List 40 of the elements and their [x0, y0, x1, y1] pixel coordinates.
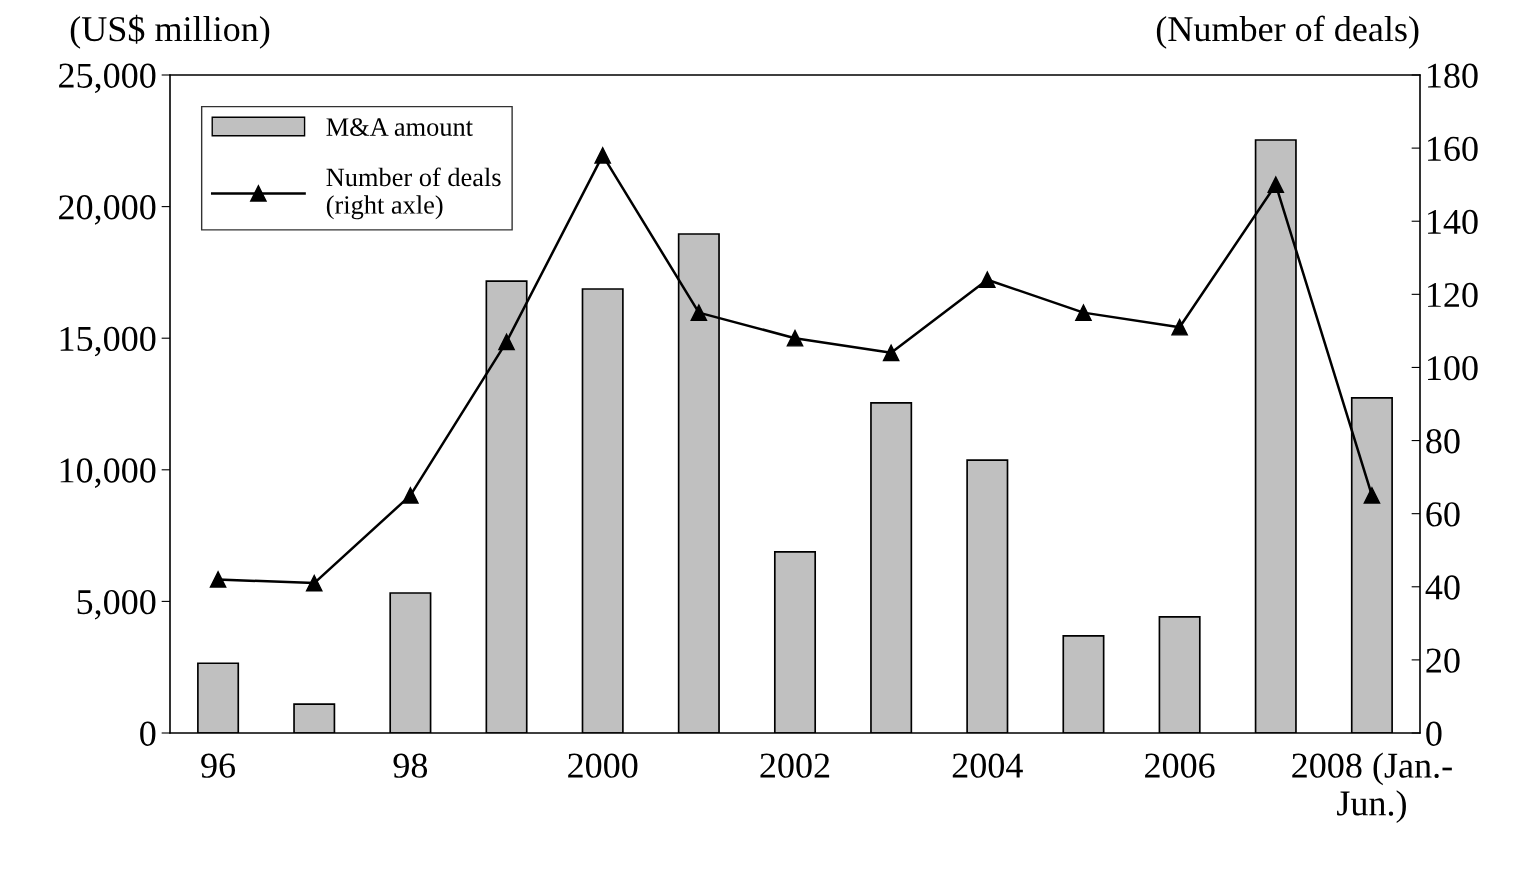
y-tick-label: 15,000: [60, 326, 156, 357]
legend-label: Number of deals (right axle): [326, 167, 501, 220]
point: [402, 487, 419, 504]
legend-label: M&A amount: [326, 118, 473, 136]
point: [498, 333, 515, 351]
point: [209, 571, 227, 588]
y2-tick-label: 180: [1428, 63, 1478, 88]
x-tick-label: 2006: [1145, 753, 1215, 778]
y-axis-title: (US$ million): [70, 14, 270, 49]
point: [1075, 304, 1092, 321]
x-tick-label: 2002: [760, 753, 830, 778]
y-tick-label: 20,000: [59, 195, 156, 225]
y2-tick-label: 160: [1428, 136, 1478, 161]
y-tick-label: 0: [140, 721, 156, 746]
x-tick-label: 98: [393, 753, 428, 778]
y2-tick-label: 80: [1426, 429, 1460, 454]
point: [690, 304, 708, 321]
y2-tick-label: 120: [1428, 282, 1478, 308]
y2-tick-label: 0: [1426, 721, 1442, 746]
point: [786, 329, 804, 347]
x-tick-label: 2008 (Jan.- Jun.): [1292, 752, 1452, 823]
point: [594, 147, 612, 164]
y2-tick-label: 20: [1426, 648, 1460, 673]
y2-tick-label: 60: [1426, 502, 1460, 527]
point: [978, 271, 996, 289]
y2-tick-label: 140: [1428, 209, 1478, 235]
x-tick-label: 96: [201, 753, 236, 778]
point: [882, 344, 900, 362]
x-tick-label: 2000: [568, 753, 638, 778]
x-tick-label: 2004: [952, 753, 1023, 778]
y-tick-label: 25,000: [59, 63, 156, 94]
point: [1267, 176, 1285, 194]
point: [1363, 487, 1381, 504]
y2-tick-label: 100: [1428, 355, 1478, 381]
y-tick-label: 10,000: [60, 458, 156, 488]
y2-tick-label: 40: [1425, 575, 1460, 600]
point: [305, 574, 323, 592]
point: [1171, 318, 1188, 336]
y-tick-label: 5,000: [77, 589, 156, 620]
y2-axis-title: (Number of deals): [1156, 15, 1419, 49]
